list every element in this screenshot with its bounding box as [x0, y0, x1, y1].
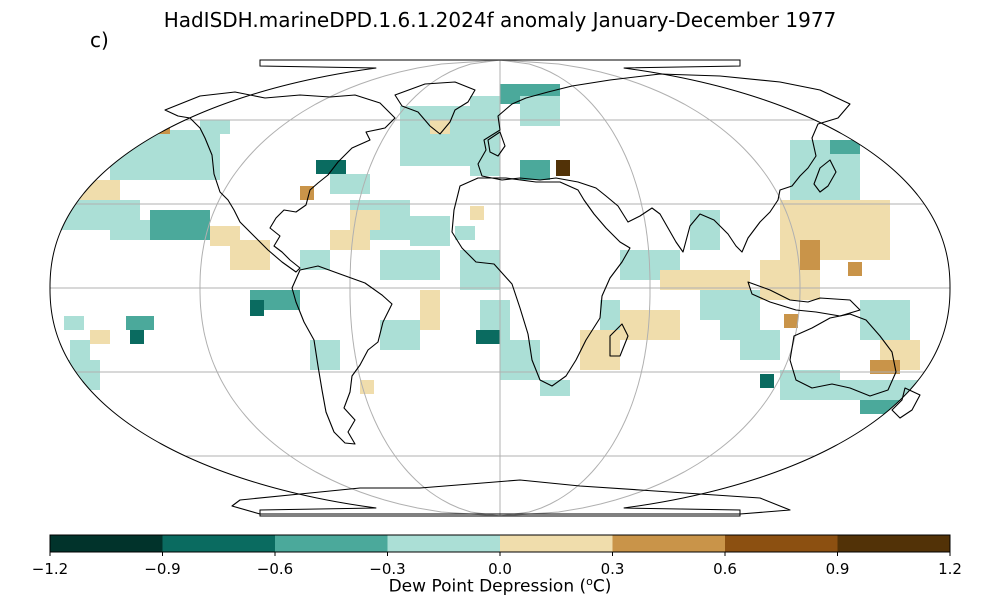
africa-coast: [451, 177, 631, 387]
anomaly-cell: [440, 134, 470, 154]
anomaly-cell: [580, 330, 620, 370]
anomaly-cell: [870, 360, 900, 374]
colorbar-tick-label: −0.3: [369, 560, 406, 578]
anomaly-cell: [230, 240, 270, 270]
uk-coast: [487, 131, 506, 157]
anomaly-cell: [620, 310, 680, 340]
anomaly-cell: [420, 290, 440, 330]
anomaly-cell: [350, 210, 380, 230]
longitude-gridline: [499, 60, 801, 516]
anomaly-cell: [760, 374, 774, 388]
anomaly-cell: [830, 140, 860, 154]
anomaly-cell: [780, 200, 890, 260]
globe-boundary: [49, 59, 951, 517]
colorbar-label: Dew Point Depression (oC): [388, 575, 612, 597]
anomaly-cell: [150, 210, 210, 240]
colorbar-segment: [387, 535, 501, 552]
anomaly-cell: [60, 360, 100, 390]
anomaly-cell: [520, 160, 550, 180]
anomaly-cell: [110, 220, 150, 240]
new-zealand-coast: [891, 387, 921, 419]
anomaly-cell: [90, 330, 110, 344]
anomaly-cell: [556, 160, 570, 176]
colorbar-tick-label: 1.2: [938, 560, 962, 578]
anomaly-cell: [660, 270, 750, 290]
anomaly-cell: [784, 314, 798, 328]
anomaly-cell: [470, 96, 500, 176]
anomaly-cell: [780, 370, 840, 400]
south-america-coast: [291, 265, 393, 445]
map-title: HadISDH.marineDPD.1.6.1.2024f anomaly Ja…: [163, 8, 837, 32]
anomaly-cell: [300, 250, 330, 270]
anomaly-cell: [64, 316, 84, 330]
colorbar-segment: [837, 535, 951, 552]
colorbar-tick-label: 0.3: [600, 560, 625, 578]
colorbar-segment: [162, 535, 276, 552]
anomaly-cell: [380, 250, 440, 280]
greenland-coast: [394, 81, 476, 135]
anomaly-cell: [455, 226, 475, 240]
anomaly-cell: [848, 262, 862, 276]
japan-coast: [813, 159, 837, 193]
anomaly-cell: [600, 300, 620, 330]
anomaly-cell: [330, 230, 370, 250]
anomaly-cell: [140, 120, 170, 134]
anomaly-cell: [740, 330, 780, 360]
anomaly-cell: [520, 96, 560, 126]
anomaly-cell: [860, 400, 920, 414]
north-america-coast: [164, 91, 396, 273]
anomaly-cell: [110, 130, 220, 180]
longitude-gridline: [199, 60, 501, 516]
anomaly-cell: [250, 300, 264, 316]
anomaly-cell: [840, 380, 920, 400]
longitude-gridline: [349, 60, 501, 516]
colorbar-tick-label: 0.0: [488, 560, 512, 578]
colorbar-segment: [500, 535, 613, 552]
europe-asia-coast: [477, 73, 851, 253]
anomaly-cell: [500, 340, 540, 380]
colorbar: [49, 534, 951, 556]
colorbar-tick-label: −0.6: [256, 560, 294, 578]
anomaly-cell: [470, 206, 484, 220]
anomaly-cell: [200, 120, 230, 134]
coastlines: [164, 73, 921, 515]
anomaly-cell: [380, 320, 420, 350]
anomaly-grid-layer: [60, 84, 920, 414]
anomaly-cell: [316, 160, 346, 174]
colorbar-segment: [725, 535, 838, 552]
madagascar-coast: [609, 323, 629, 357]
anomaly-cell: [430, 120, 450, 134]
colorbar-tick-label: 0.9: [825, 560, 850, 578]
anomaly-cell: [126, 316, 154, 330]
longitude-gridline: [499, 60, 651, 516]
panel-label: c): [90, 28, 109, 52]
colorbar-tick-label: −1.2: [31, 560, 69, 578]
colorbar-segment: [275, 535, 388, 552]
colorbar-tick-label: −0.9: [144, 560, 181, 578]
anomaly-cell: [860, 300, 910, 340]
colorbar-tick-label: 0.6: [713, 560, 737, 578]
anomaly-cell: [330, 174, 370, 194]
anomaly-cell: [410, 216, 450, 246]
anomaly-cell: [800, 240, 820, 270]
antarctica-coast: [231, 479, 791, 515]
colorbar-segment: [612, 535, 726, 552]
anomaly-cell: [130, 330, 144, 344]
colorbar-segment: [50, 535, 163, 552]
anomaly-cell: [476, 330, 500, 344]
anomaly-cell: [460, 250, 500, 290]
graticule: [50, 60, 950, 516]
indonesia-coast: [747, 281, 861, 317]
